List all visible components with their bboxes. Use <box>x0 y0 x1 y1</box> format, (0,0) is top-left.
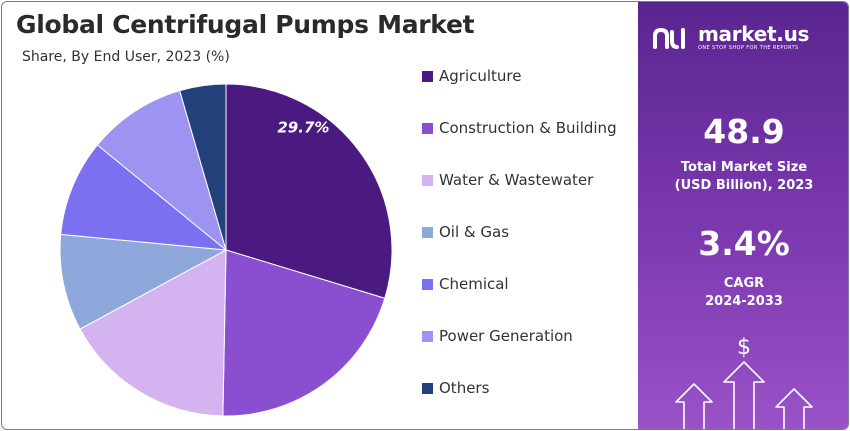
legend-swatch <box>422 70 433 82</box>
legend-swatch <box>422 382 433 394</box>
pie-slice-agriculture <box>225 83 393 299</box>
cagr-period: 2024-2033 <box>705 294 783 309</box>
pie-slice-chemical <box>60 144 228 251</box>
legend-swatch <box>422 226 433 238</box>
legend-label: Agriculture <box>439 67 522 85</box>
pie-slice-construction-building <box>222 249 386 417</box>
market-size-label: Total Market Size <box>680 160 808 175</box>
legend-item: Chemical <box>422 274 509 294</box>
legend-swatch <box>422 122 433 134</box>
legend-label: Power Generation <box>439 327 573 345</box>
pie-slice-others <box>179 83 227 251</box>
growth-arrows-dollar-icon: $ <box>675 335 813 429</box>
legend-swatch <box>422 278 433 290</box>
pie-slice-power-generation <box>96 89 227 252</box>
cagr-label: CAGR <box>723 276 765 291</box>
pie-slice-oil-gas <box>59 233 228 330</box>
brand-tagline: ONE STOP SHOP FOR THE REPORTS <box>698 45 799 51</box>
legend-item: Construction & Building <box>422 118 617 138</box>
cagr-value: 3.4% <box>698 224 790 263</box>
legend-swatch <box>422 330 433 342</box>
legend-label: Others <box>439 379 490 397</box>
legend-swatch <box>422 174 433 186</box>
legend-item: Agriculture <box>422 66 522 86</box>
pie-slice-water-wastewater <box>79 249 227 417</box>
legend-label: Construction & Building <box>439 119 617 137</box>
legend-item: Others <box>422 378 489 398</box>
legend-label: Water & Wastewater <box>439 171 594 189</box>
chart-title: Global Centrifugal Pumps Market <box>16 10 475 39</box>
brand-logo: market.us ONE STOP SHOP FOR THE REPORTS <box>652 24 809 52</box>
chart-subtitle: Share, By End User, 2023 (%) <box>22 49 230 65</box>
data-label-agriculture: 29.7% <box>277 119 329 137</box>
market-size-value: 48.9 <box>703 112 785 151</box>
legend-label: Oil & Gas <box>439 223 510 241</box>
pie-chart: 29.7% <box>59 83 393 417</box>
market-size-label-unit: (USD Billion), 2023 <box>674 178 814 193</box>
svg-text:$: $ <box>737 335 751 360</box>
summary-sidebar: market.us ONE STOP SHOP FOR THE REPORTS … <box>638 2 848 429</box>
legend-label: Chemical <box>439 275 509 293</box>
brand-name: market.us <box>698 22 810 46</box>
legend-item: Power Generation <box>422 326 573 346</box>
market-us-logo-icon <box>653 27 685 49</box>
legend-item: Water & Wastewater <box>422 170 593 190</box>
legend-item: Oil & Gas <box>422 222 509 242</box>
